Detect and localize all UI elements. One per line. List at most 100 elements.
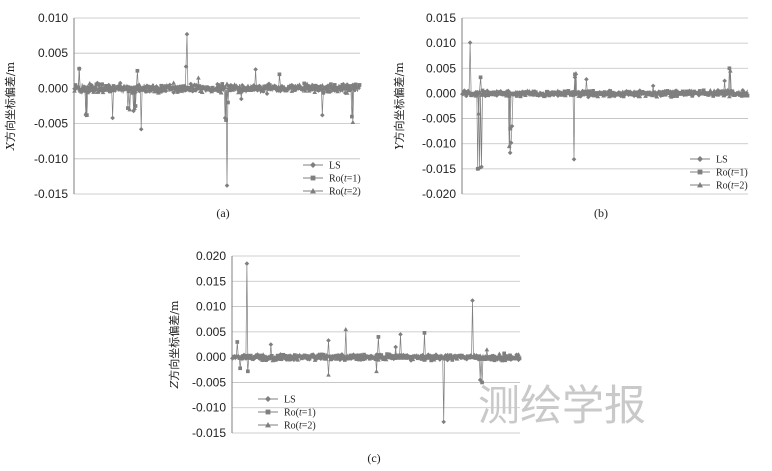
data-point [334, 88, 339, 92]
y-tick-label: -0.010 [34, 152, 68, 166]
data-point [196, 75, 201, 80]
data-point [586, 94, 591, 100]
legend-label: Ro(t=2) [716, 181, 748, 192]
data-point [106, 84, 112, 89]
data-point [571, 157, 577, 162]
y-tick-label: 0.015 [196, 274, 226, 288]
data-point [727, 94, 732, 99]
data-point [348, 84, 352, 88]
data-point [484, 347, 490, 352]
legend-label: Ro(t=1) [716, 168, 748, 179]
legend-label: Ro(t=2) [329, 187, 361, 198]
data-point [385, 352, 389, 356]
data-point [173, 87, 178, 92]
data-point [602, 90, 607, 94]
y-tick-label: -0.015 [192, 426, 226, 440]
y-tick-label: -0.020 [422, 187, 456, 201]
data-point [606, 94, 612, 99]
data-point [325, 89, 329, 94]
data-point [410, 356, 416, 362]
data-point [293, 354, 299, 359]
data-point [584, 77, 589, 82]
data-point [357, 83, 362, 87]
data-point [507, 150, 513, 156]
data-point [566, 90, 572, 95]
data-point [673, 88, 679, 93]
data-point [153, 85, 158, 90]
data-point [192, 87, 197, 92]
series-markers [230, 327, 521, 377]
data-point [138, 126, 144, 132]
data-point [125, 85, 131, 90]
data-point [245, 83, 251, 88]
data-point [98, 84, 104, 90]
data-point [376, 335, 381, 339]
data-point [353, 82, 358, 87]
data-point [470, 298, 475, 303]
data-point [677, 91, 683, 96]
data-point [322, 356, 327, 361]
data-point [659, 93, 664, 98]
legend-marker-triangle-icon [697, 182, 703, 188]
data-point [77, 66, 82, 71]
data-point [486, 356, 491, 360]
data-point [687, 88, 692, 94]
data-point [631, 89, 637, 94]
data-point [343, 327, 349, 332]
data-point [220, 82, 225, 86]
data-point [142, 86, 148, 91]
data-point [479, 92, 484, 97]
data-point [420, 355, 425, 360]
data-point [117, 82, 123, 87]
data-point [308, 86, 314, 92]
data-point [532, 93, 536, 97]
data-point [356, 354, 361, 359]
data-point [273, 358, 278, 362]
data-point [727, 66, 732, 71]
data-point [625, 89, 630, 94]
data-point [324, 353, 329, 358]
y-tick-label: 0.005 [196, 325, 226, 339]
y-tick-label: 0.010 [426, 36, 456, 50]
data-point [90, 85, 95, 90]
data-point [291, 356, 295, 361]
data-point [174, 86, 179, 90]
data-point [171, 80, 176, 85]
data-point [504, 354, 508, 358]
y-tick-label: 0.000 [38, 81, 68, 95]
data-point [295, 357, 301, 362]
data-point [79, 87, 85, 93]
data-point [435, 354, 439, 359]
data-point [381, 357, 386, 362]
data-point [514, 94, 519, 98]
legend-label: LS [329, 161, 341, 172]
data-point [706, 92, 711, 97]
data-point [555, 88, 561, 93]
data-point [399, 355, 404, 360]
data-point [276, 356, 281, 361]
legend-marker-diamond-icon [697, 156, 703, 162]
data-point [297, 82, 302, 87]
data-point [675, 94, 679, 98]
data-point [248, 353, 253, 358]
data-point [178, 88, 184, 93]
data-point [620, 89, 625, 94]
data-point [506, 143, 512, 149]
data-point [194, 82, 199, 87]
y-tick-label: -0.005 [192, 375, 226, 389]
data-point [188, 88, 194, 93]
data-point [287, 357, 293, 362]
data-point [500, 355, 506, 360]
data-point [316, 87, 321, 93]
data-point [549, 92, 555, 97]
legend-label: LS [716, 155, 728, 166]
data-point [277, 72, 282, 77]
data-point [389, 355, 395, 360]
data-point [708, 87, 713, 93]
data-point [182, 84, 186, 88]
data-point [320, 83, 325, 88]
data-point [711, 94, 716, 98]
data-point [129, 86, 134, 92]
data-point [81, 84, 87, 89]
data-point [116, 84, 121, 90]
